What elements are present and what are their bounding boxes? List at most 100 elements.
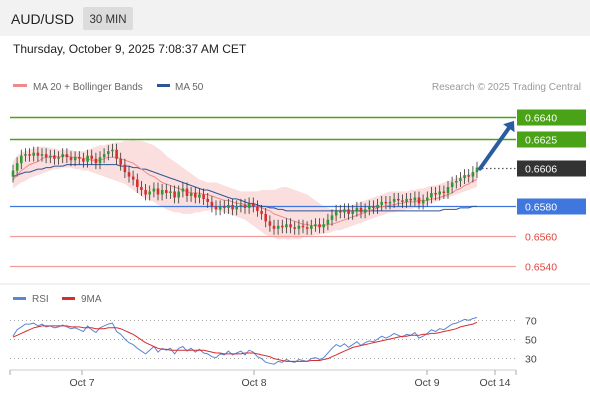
candle xyxy=(189,187,193,202)
candle-body xyxy=(107,151,110,155)
candle-body xyxy=(235,206,238,210)
candle xyxy=(82,152,85,168)
candle-body xyxy=(32,152,35,156)
candle-body xyxy=(82,158,85,162)
forecast-arrow-shaft xyxy=(478,126,511,171)
candle-body xyxy=(260,210,263,214)
candle xyxy=(61,148,64,164)
rsi-tick-label: 50 xyxy=(525,335,537,347)
candle-body xyxy=(160,190,164,195)
candle-body xyxy=(252,203,255,207)
candle xyxy=(247,197,251,214)
candle xyxy=(194,187,197,204)
candle xyxy=(165,184,168,199)
candle-body xyxy=(297,225,301,229)
candle-body xyxy=(247,203,251,208)
candle xyxy=(214,200,218,216)
bollinger-band-area xyxy=(13,139,477,240)
candle xyxy=(475,161,479,179)
candle-body xyxy=(127,172,131,177)
candle xyxy=(210,196,214,213)
candle-body xyxy=(177,191,180,198)
candle xyxy=(442,185,446,199)
candle xyxy=(65,148,69,164)
candle-body xyxy=(223,206,226,208)
rsi-ma-legend-label: 9MA xyxy=(81,294,102,305)
price-tag-box xyxy=(517,131,586,148)
candle-body xyxy=(256,206,259,211)
candle-body xyxy=(434,193,437,195)
price-tag-box xyxy=(517,160,586,177)
candle xyxy=(372,200,375,214)
candle-body xyxy=(227,204,230,208)
candle xyxy=(243,198,247,214)
candle xyxy=(326,213,330,231)
candle xyxy=(36,146,40,162)
price-tag-label: 0.6580 xyxy=(525,202,557,214)
candle xyxy=(471,166,475,183)
candle xyxy=(401,194,404,208)
candle xyxy=(305,221,309,235)
candle xyxy=(24,148,27,162)
timeframe-label: 30 MIN xyxy=(89,14,126,26)
price-tag-label: 0.6606 xyxy=(525,164,557,176)
candle xyxy=(459,172,462,187)
candle-body xyxy=(330,215,334,220)
candle-body xyxy=(86,155,89,162)
candle-body xyxy=(214,206,218,210)
candle xyxy=(314,218,317,232)
ma50-legend-swatch xyxy=(157,84,170,87)
candle xyxy=(123,158,127,179)
candle-body xyxy=(368,206,371,210)
candle xyxy=(32,146,35,162)
bollinger-band-fill xyxy=(13,139,477,240)
candle-body xyxy=(11,170,15,177)
candle xyxy=(359,201,363,219)
candle-body xyxy=(322,224,325,228)
candle xyxy=(430,187,433,204)
price-level-tags: 0.6640 0.6625 0.6606 0.6580 0.6560 0.6540 xyxy=(517,109,586,274)
candle-body xyxy=(98,157,102,164)
candle xyxy=(152,182,156,198)
candle xyxy=(310,219,313,235)
candle-body xyxy=(148,191,151,195)
candle xyxy=(127,166,131,183)
candle xyxy=(272,219,276,235)
candle-body xyxy=(430,193,433,198)
candle-body xyxy=(446,187,450,193)
candle xyxy=(330,209,334,226)
candle xyxy=(463,169,466,184)
rsi-tick-label: 30 xyxy=(525,354,537,366)
candle-body xyxy=(347,209,350,214)
candle-body xyxy=(459,178,462,182)
candle-body xyxy=(185,188,189,196)
candle xyxy=(252,197,255,213)
candle xyxy=(198,188,201,204)
candle-body xyxy=(119,158,122,165)
candle-body xyxy=(264,213,267,222)
candle-body xyxy=(144,190,147,195)
candle xyxy=(276,219,280,235)
candle xyxy=(268,215,272,232)
candle xyxy=(131,170,135,186)
candle xyxy=(351,204,354,220)
candle xyxy=(380,196,383,211)
candle-body xyxy=(475,167,479,173)
candle-body xyxy=(276,225,280,229)
candle-body xyxy=(268,221,272,226)
candle-body xyxy=(442,191,446,193)
candle-body xyxy=(351,210,354,214)
candle xyxy=(231,198,234,216)
candle-body xyxy=(140,187,143,190)
candle-body xyxy=(417,197,421,204)
rsi-legend-label: RSI xyxy=(32,294,49,305)
candle-body xyxy=(198,194,201,198)
candle xyxy=(28,148,31,162)
candle-body xyxy=(123,164,127,173)
candle xyxy=(413,191,417,207)
candle-body xyxy=(194,193,197,198)
candle xyxy=(73,151,77,167)
candle xyxy=(388,196,392,210)
x-axis-tick-label: Oct 7 xyxy=(69,377,94,389)
